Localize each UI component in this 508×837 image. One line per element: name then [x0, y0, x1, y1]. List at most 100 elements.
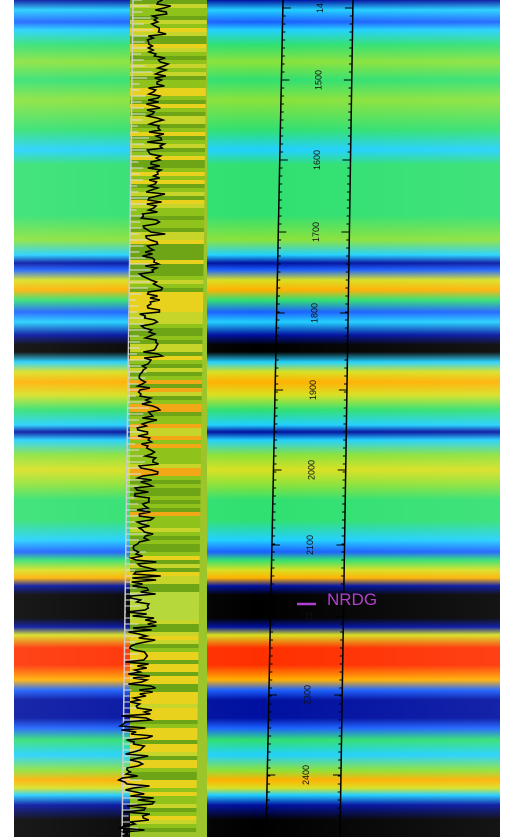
facies-block [130, 300, 204, 304]
facies-block [130, 544, 200, 548]
facies-block [130, 448, 202, 452]
facies-block [130, 356, 203, 360]
facies-block [130, 404, 202, 408]
depth-tick-marks [266, 7, 353, 833]
facies-block [130, 424, 202, 428]
facies-block [130, 476, 201, 480]
facies-block [130, 496, 201, 500]
facies-block [130, 296, 204, 300]
facies-block [130, 264, 204, 268]
facies-block [130, 500, 201, 504]
facies-block [130, 692, 198, 696]
facies-block [130, 88, 206, 92]
facies-block [130, 36, 207, 40]
depth-tick-label: 1500 [314, 70, 324, 90]
facies-block [130, 672, 199, 676]
facies-block [130, 160, 205, 164]
facies-block [130, 144, 206, 148]
facies-block [130, 320, 203, 324]
facies-block [130, 308, 203, 312]
facies-block [130, 80, 206, 84]
facies-block [130, 760, 197, 764]
facies-block [130, 204, 205, 208]
facies-block [130, 636, 199, 640]
facies-block [130, 92, 206, 96]
facies-block [130, 676, 199, 680]
facies-block [130, 508, 201, 512]
facies-block [130, 592, 200, 596]
facies-block [130, 72, 207, 76]
facies-block [130, 52, 207, 56]
facies-block [130, 432, 202, 436]
facies-block [130, 12, 207, 16]
facies-block [130, 236, 204, 240]
facies-block [130, 44, 207, 48]
facies-block [130, 512, 201, 516]
facies-block [130, 156, 205, 160]
facies-block [130, 688, 198, 692]
log-curve [116, 0, 171, 837]
facies-block [130, 504, 201, 508]
facies-block [130, 800, 197, 804]
facies-block [130, 124, 206, 128]
facies-block [130, 196, 205, 200]
facies-block [130, 28, 207, 32]
facies-block [130, 524, 201, 528]
facies-block [130, 748, 198, 752]
facies-block [130, 408, 202, 412]
facies-block [130, 576, 200, 580]
facies-block [130, 604, 200, 608]
facies-block [130, 272, 204, 276]
facies-block [130, 480, 201, 484]
facies-block [130, 588, 200, 592]
facies-block [130, 792, 197, 796]
facies-block [130, 452, 202, 456]
facies-block [130, 104, 206, 108]
facies-block [130, 180, 205, 184]
facies-block [130, 348, 203, 352]
facies-block [130, 268, 204, 272]
facies-block [130, 412, 202, 416]
facies-block [130, 668, 199, 672]
facies-block [130, 340, 203, 344]
facies-block [130, 172, 205, 176]
facies-block [130, 40, 207, 44]
facies-block [130, 740, 198, 744]
facies-block [130, 84, 206, 88]
facies-block [130, 468, 201, 472]
facies-block [130, 656, 199, 660]
depth-tick-label: 1900 [308, 380, 318, 400]
seismic-background [14, 0, 500, 837]
facies-block [130, 368, 203, 372]
facies-block [130, 312, 203, 316]
facies-block [130, 528, 201, 532]
facies-block [130, 788, 197, 792]
facies-block [130, 388, 202, 392]
facies-block [130, 780, 197, 784]
facies-block [130, 660, 199, 664]
facies-block [130, 76, 206, 80]
facies-block [130, 420, 202, 424]
facies-block [130, 612, 199, 616]
facies-block [130, 564, 200, 568]
facies-block [130, 460, 201, 464]
facies-block [130, 188, 205, 192]
facies-block [130, 736, 198, 740]
facies-block [130, 20, 207, 24]
facies-block [130, 720, 198, 724]
facies-block [130, 728, 198, 732]
facies-block [130, 556, 200, 560]
depth-tick-label: 1800 [309, 303, 319, 323]
facies-block [130, 552, 200, 556]
facies-block [130, 824, 197, 828]
facies-block [130, 224, 205, 228]
facies-block [130, 640, 199, 644]
facies-block [130, 752, 198, 756]
facies-block [130, 436, 202, 440]
depth-tick-label: 14 [315, 3, 325, 13]
facies-block [130, 316, 203, 320]
facies-block [130, 276, 204, 280]
depth-tick-label: 1700 [311, 222, 321, 242]
facies-block [130, 168, 205, 172]
facies-block [130, 232, 204, 236]
